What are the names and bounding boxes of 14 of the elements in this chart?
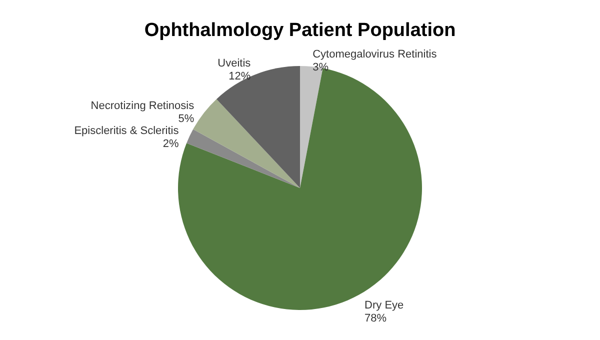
pie-slice <box>186 129 300 188</box>
data-label: 5% <box>178 112 194 125</box>
slice-label: Episcleritis & Scleritis <box>74 124 180 137</box>
pie-slice <box>193 99 300 188</box>
data-label: 12% <box>228 70 251 82</box>
slice-label: Necrotizing Retinosis <box>90 100 195 112</box>
data-label: 2% <box>162 138 179 150</box>
slice-label: Uveitis <box>218 57 252 70</box>
data-label: 3% <box>312 62 329 74</box>
pie-slice <box>216 66 300 188</box>
chart-title: Ophthalmology Patient Population <box>144 20 456 41</box>
slice-label: Dry Eye <box>364 299 404 312</box>
data-label: 78% <box>364 312 387 324</box>
slice-label: Cytomegalovirus Retinitis <box>312 48 438 61</box>
